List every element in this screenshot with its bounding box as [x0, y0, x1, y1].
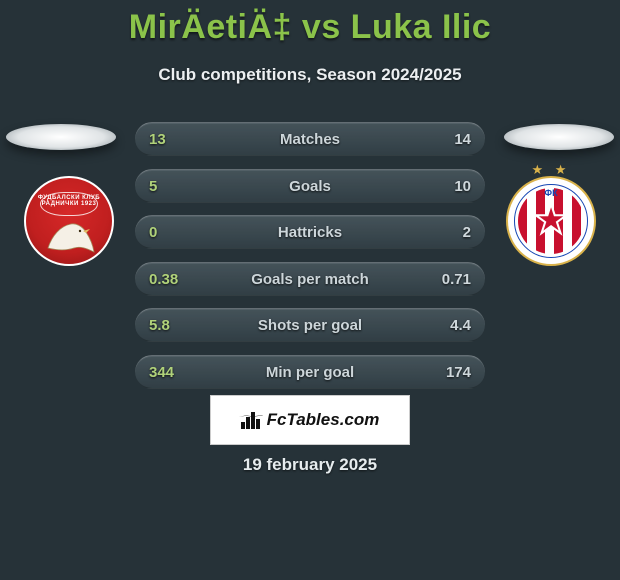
stat-row-goals: 5 Goals 10	[135, 169, 485, 203]
stat-right-value: 174	[446, 356, 471, 390]
stat-label: Goals	[135, 170, 485, 204]
stat-row-matches: 13 Matches 14	[135, 122, 485, 156]
stat-label: Min per goal	[135, 356, 485, 390]
stat-right-value: 14	[454, 123, 471, 157]
page-subtitle: Club competitions, Season 2024/2025	[0, 65, 620, 85]
stat-right-value: 10	[454, 170, 471, 204]
stat-right-value: 0.71	[442, 263, 471, 297]
badge-right-top-text: ФК	[508, 188, 594, 198]
badge-shadow-left	[6, 124, 116, 150]
stat-right-value: 2	[463, 216, 471, 250]
badge-left-ring-text: ФУДБАЛСКИ КЛУБ РАДНИЧКИ 1923	[26, 195, 112, 207]
badge-shadow-right	[504, 124, 614, 150]
stat-label: Matches	[135, 123, 485, 157]
stat-label: Goals per match	[135, 263, 485, 297]
team-badge-left: ФУДБАЛСКИ КЛУБ РАДНИЧКИ 1923	[24, 176, 114, 266]
stat-row-min-per-goal: 344 Min per goal 174	[135, 355, 485, 389]
stat-row-goals-per-match: 0.38 Goals per match 0.71	[135, 262, 485, 296]
page-title: MirÄetiÄ‡ vs Luka Ilic	[0, 0, 620, 47]
stat-label: Shots per goal	[135, 309, 485, 343]
stat-row-hattricks: 0 Hattricks 2	[135, 215, 485, 249]
eagle-icon	[46, 218, 96, 254]
bar-chart-icon	[241, 411, 261, 429]
gold-stars-icon: ★ ★	[508, 162, 594, 178]
stats-column: 13 Matches 14 5 Goals 10 0 Hattricks 2 0…	[135, 122, 485, 401]
red-star-icon: ★	[533, 197, 569, 243]
brand-text: FcTables.com	[267, 410, 380, 430]
date-label: 19 february 2025	[0, 455, 620, 475]
stat-right-value: 4.4	[450, 309, 471, 343]
team-badge-right: ★ ★ ★ ФК	[506, 176, 596, 266]
stat-row-shots-per-goal: 5.8 Shots per goal 4.4	[135, 308, 485, 342]
brand-badge: FcTables.com	[210, 395, 410, 445]
stat-label: Hattricks	[135, 216, 485, 250]
